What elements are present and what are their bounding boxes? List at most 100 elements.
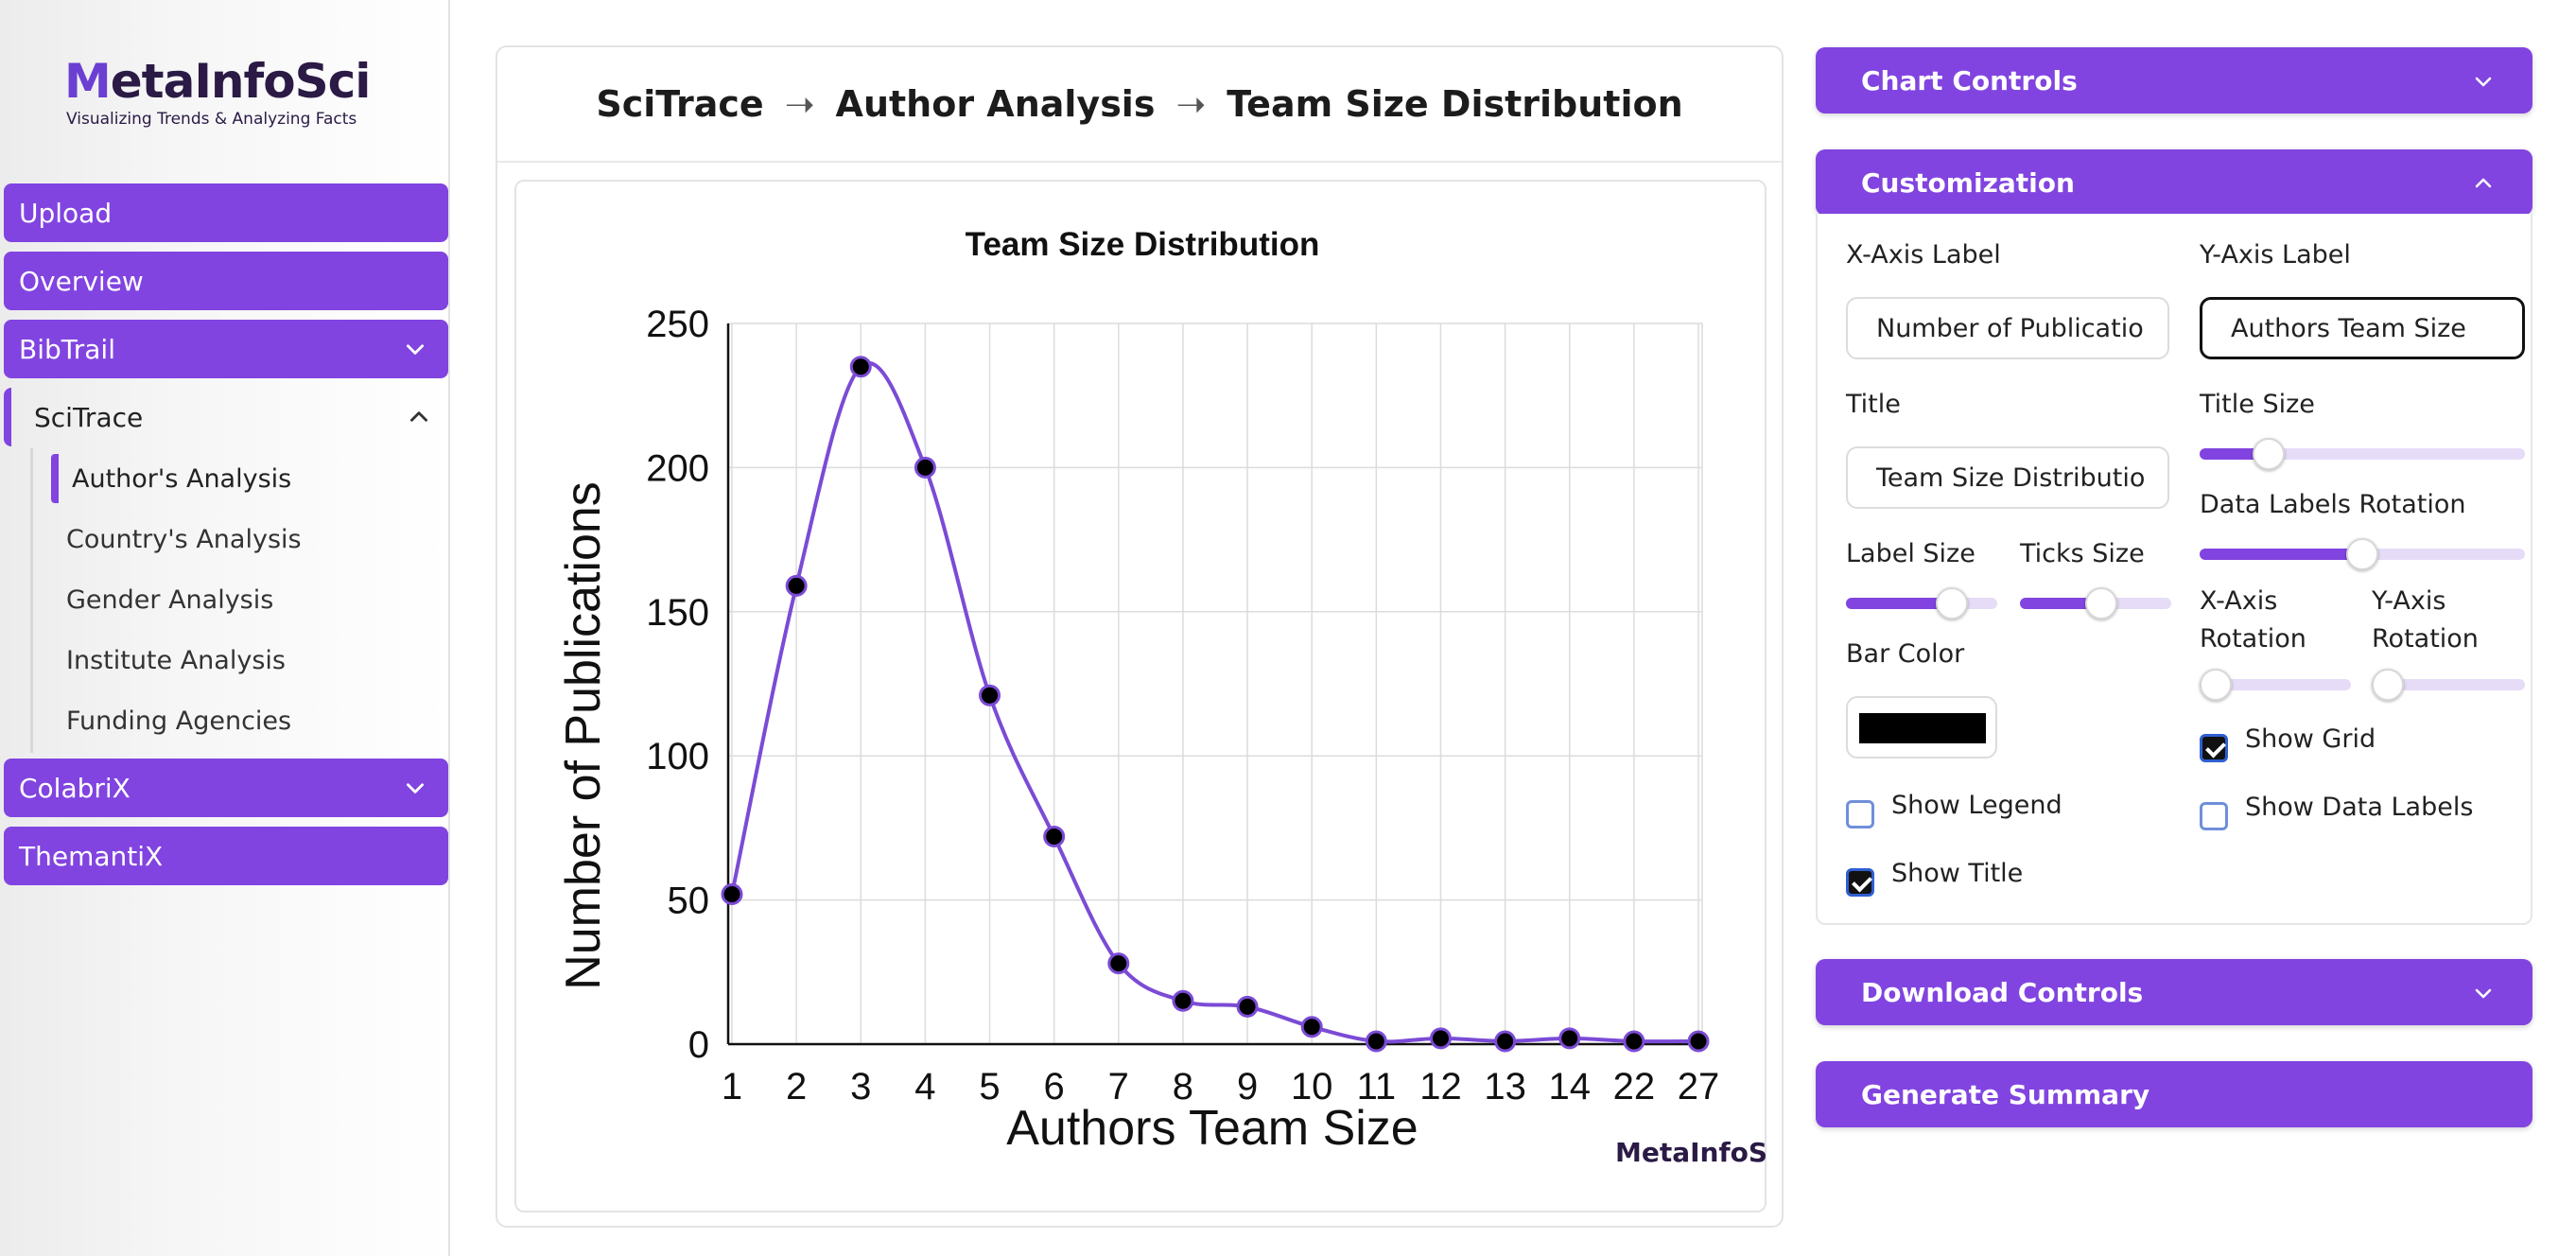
slider-thumb[interactable]	[2372, 669, 2404, 701]
chart-watermark: MetaInfoSci	[1615, 1137, 1768, 1168]
title-size-caption: Title Size	[2200, 390, 2315, 419]
y-tick-label: 50	[668, 881, 710, 922]
generate-summary-label: Generate Summary	[1861, 1078, 2150, 1110]
sidebar-item-upload[interactable]: Upload	[4, 183, 448, 242]
data-point	[1558, 1027, 1581, 1050]
customization-header[interactable]: Customization	[1816, 149, 2532, 216]
y-tick-label: 150	[646, 592, 709, 634]
label-size-slider[interactable]	[1846, 587, 1997, 619]
chevron-down-icon	[2475, 988, 2492, 999]
x-axis-rotation-slider[interactable]	[2200, 669, 2351, 701]
chart-title: Team Size Distribution	[966, 226, 1320, 263]
show-data-labels-checkbox[interactable]	[2200, 802, 2228, 830]
y-tick-label: 0	[688, 1024, 709, 1066]
data-point	[1494, 1030, 1517, 1053]
show-grid-checkbox[interactable]	[2200, 734, 2228, 762]
metainfosci-logo[interactable]: MetaInfoSci Visualizing Trends & Analyzi…	[64, 55, 371, 129]
customization-label: Customization	[1861, 166, 2075, 199]
subnav-item-countrys-analysis[interactable]: Country's Analysis	[53, 515, 302, 564]
x-tick-label: 8	[1173, 1066, 1193, 1108]
show-legend-checkbox[interactable]	[1846, 800, 1874, 829]
show-data-labels-label: Show Data Labels	[2245, 793, 2474, 822]
title-caption: Title	[1846, 390, 1901, 419]
arrow-right-icon: ➝	[1175, 83, 1207, 125]
x-tick-label: 10	[1291, 1066, 1333, 1108]
slider-thumb[interactable]	[2252, 438, 2285, 470]
slider-fill	[2200, 549, 2362, 560]
download-controls-label: Download Controls	[1861, 976, 2144, 1008]
sidebar-item-label: ThemantiX	[19, 840, 164, 872]
ticks-size-caption: Ticks Size	[2020, 539, 2145, 568]
chart-y-axis-label: Number of Publications	[556, 481, 611, 990]
data-point	[1236, 995, 1259, 1018]
subnav-item-label: Author's Analysis	[72, 463, 292, 494]
data-point	[1043, 826, 1066, 848]
sidebar-item-scitrace[interactable]: SciTrace	[4, 388, 448, 446]
sidebar-item-label: ColabriX	[19, 772, 131, 804]
y-axis-rotation-caption: Y-Axis Rotation	[2372, 586, 2479, 654]
chevron-down-icon	[2475, 77, 2492, 87]
breadcrumb-team-size: Team Size Distribution	[1227, 83, 1683, 125]
show-title-label: Show Title	[1891, 859, 2024, 888]
chart-grid	[728, 323, 1703, 1045]
subnav-item-authors-analysis[interactable]: Author's Analysis	[51, 454, 291, 503]
x-tick-label: 12	[1419, 1066, 1462, 1108]
ticks-size-slider[interactable]	[2020, 587, 2171, 619]
sidebar-item-themantix[interactable]: ThemantiX	[4, 827, 448, 885]
chart-container: Team Size Distribution 0 50 100 150 200 250 1 2…	[514, 180, 1792, 1212]
chart-controls-header[interactable]: Chart Controls	[1816, 47, 2532, 113]
x-tick-label: 2	[786, 1066, 807, 1108]
sidebar-item-colabrix[interactable]: ColabriX	[4, 759, 448, 817]
title-size-slider[interactable]	[2200, 438, 2525, 470]
show-grid-label: Show Grid	[2245, 724, 2376, 754]
data-point	[1300, 1016, 1323, 1038]
main-card: SciTrace ➝ Author Analysis ➝ Team Size D…	[496, 45, 1792, 1228]
subnav-item-funding-agencies[interactable]: Funding Agencies	[53, 696, 291, 745]
sidebar: MetaInfoSci Visualizing Trends & Analyzi…	[0, 0, 450, 1256]
y-axis-label-input[interactable]: Authors Team Size	[2200, 297, 2525, 359]
color-swatch	[1859, 713, 1986, 743]
slider-fill	[2020, 598, 2102, 609]
bar-color-picker[interactable]	[1846, 696, 1997, 759]
slider-thumb[interactable]	[2200, 669, 2232, 701]
series-line	[730, 361, 1699, 1044]
subnav-item-label: Institute Analysis	[66, 645, 286, 675]
x-tick-label: 27	[1678, 1066, 1720, 1108]
breadcrumb-author-analysis[interactable]: Author Analysis	[835, 83, 1156, 125]
data-point	[1172, 989, 1194, 1012]
scitrace-subnav	[30, 448, 446, 753]
subnav-item-label: Country's Analysis	[66, 524, 302, 554]
data-point	[914, 456, 936, 479]
subnav-item-gender-analysis[interactable]: Gender Analysis	[53, 575, 273, 624]
data-point	[721, 883, 743, 906]
title-input[interactable]: Team Size Distributio	[1846, 446, 2169, 509]
sidebar-item-bibtrail[interactable]: BibTrail	[4, 320, 448, 378]
download-controls-header[interactable]: Download Controls	[1816, 959, 2532, 1025]
data-point	[1107, 952, 1130, 975]
sidebar-item-label: Upload	[19, 197, 113, 229]
x-axis-label-input[interactable]: Number of Publicatio	[1846, 297, 2169, 359]
x-tick-label: 13	[1484, 1066, 1526, 1108]
breadcrumb-scitrace[interactable]: SciTrace	[596, 83, 764, 125]
sidebar-item-label: SciTrace	[34, 401, 144, 433]
label-size-caption: Label Size	[1846, 539, 1976, 568]
subnav-item-institute-analysis[interactable]: Institute Analysis	[53, 636, 286, 685]
data-labels-rotation-slider[interactable]	[2200, 538, 2525, 570]
y-axis-rotation-slider[interactable]	[2372, 669, 2525, 701]
x-tick-label: 11	[1357, 1066, 1397, 1108]
breadcrumb: SciTrace ➝ Author Analysis ➝ Team Size D…	[497, 47, 1782, 163]
chart-axes	[726, 323, 1702, 1046]
slider-thumb[interactable]	[2085, 587, 2118, 619]
data-labels-rotation-caption: Data Labels Rotation	[2200, 490, 2466, 519]
sidebar-item-overview[interactable]: Overview	[4, 252, 448, 310]
generate-summary-button[interactable]: Generate Summary	[1816, 1061, 2532, 1127]
x-axis-rotation-caption: X-Axis Rotation	[2200, 586, 2306, 654]
slider-thumb[interactable]	[2346, 538, 2378, 570]
slider-fill	[1846, 598, 1952, 609]
slider-thumb[interactable]	[1935, 587, 1968, 619]
arrow-right-icon: ➝	[784, 83, 815, 125]
slider-fill	[2200, 448, 2269, 460]
show-title-checkbox[interactable]	[1846, 868, 1874, 897]
